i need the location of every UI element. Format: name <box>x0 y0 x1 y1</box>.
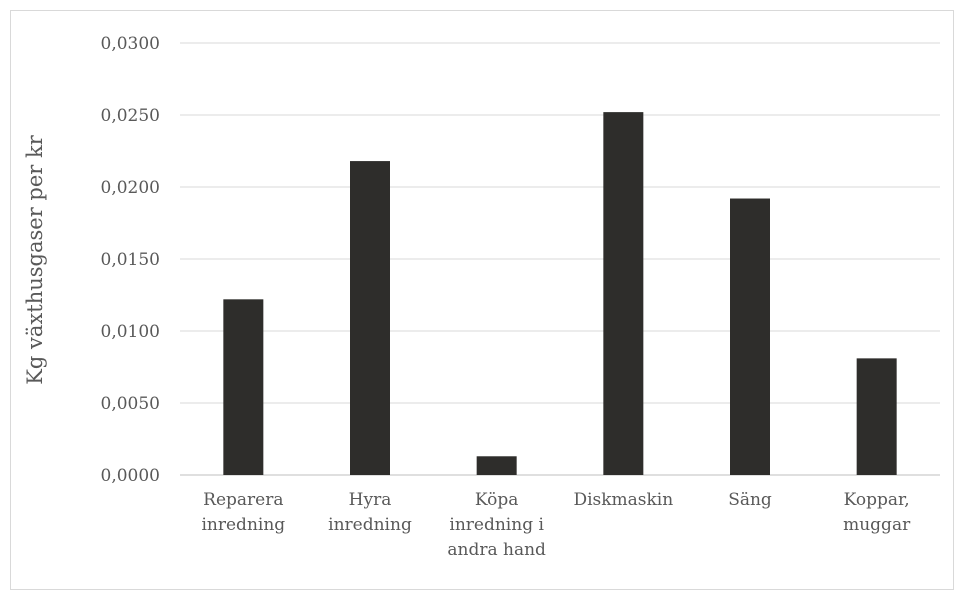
category-label: Reparera inredning <box>201 490 285 535</box>
category-label: Diskmaskin <box>573 490 673 510</box>
category-label: Hyra inredning <box>328 490 412 535</box>
bar <box>223 299 264 475</box>
y-tick-label: 0,0150 <box>101 250 160 270</box>
bar <box>603 112 644 476</box>
y-tick-label: 0,0050 <box>101 394 160 414</box>
bar <box>476 456 517 475</box>
bar <box>350 161 390 475</box>
bar-chart: 0,0000 0,0050 0,0100 0,0150 0,0200 0,0250 0,03… <box>23 34 940 560</box>
y-tick-label: 0,0000 <box>101 466 160 486</box>
y-axis-title: Kg växthusgaser per kr <box>23 134 47 384</box>
category-label: Säng <box>728 490 772 510</box>
chart-frame <box>10 10 954 590</box>
bars <box>223 112 897 476</box>
y-tick-label: 0,0300 <box>101 34 160 54</box>
bar <box>856 358 897 475</box>
gridlines <box>180 42 940 476</box>
y-tick-label: 0,0250 <box>101 106 160 126</box>
bar <box>730 198 770 475</box>
category-labels: Reparera inredning Hyra inredning Köpa inredn… <box>201 490 911 560</box>
category-label: Köpa inredning i andra hand <box>447 490 546 560</box>
y-tick-label: 0,0100 <box>101 322 160 342</box>
category-label: Koppar, muggar <box>843 490 911 535</box>
y-tick-label: 0,0200 <box>101 178 160 198</box>
y-tick-labels: 0,0000 0,0050 0,0100 0,0150 0,0200 0,0250 0,03… <box>101 34 160 486</box>
